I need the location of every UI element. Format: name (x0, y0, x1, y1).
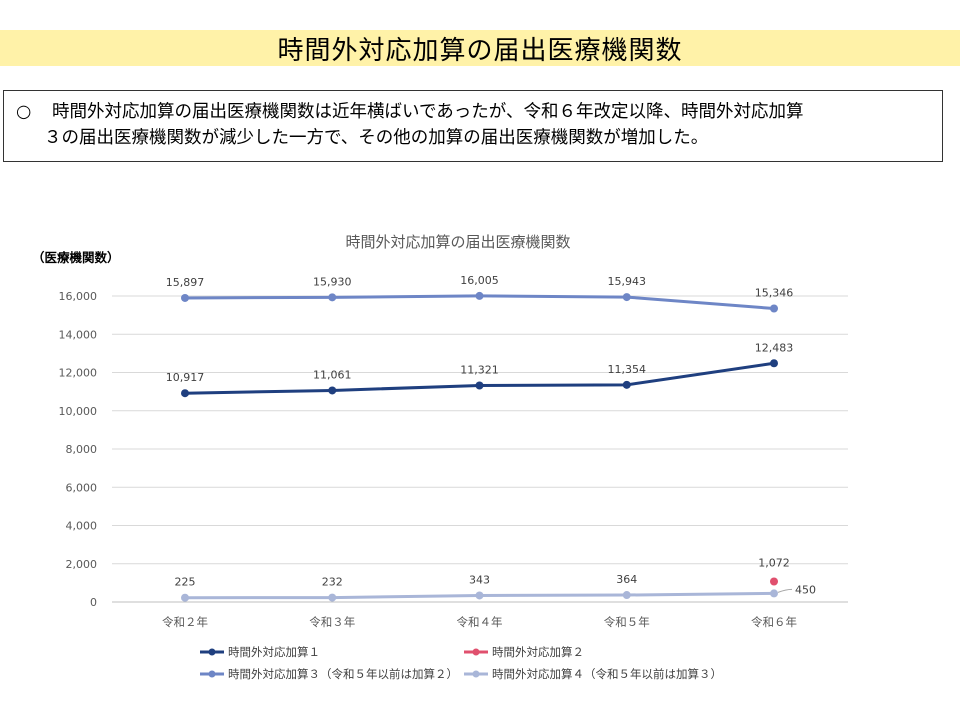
page-title: 時間外対応加算の届出医療機関数 (277, 35, 683, 66)
data-label: 1,072 (758, 556, 790, 569)
data-point (770, 359, 778, 368)
data-point (475, 591, 484, 600)
data-point (181, 389, 189, 398)
y-tick-label: 0 (90, 596, 97, 609)
y-tick-label: 12,000 (59, 367, 98, 380)
y-tick-label: 16,000 (59, 290, 98, 303)
data-point (622, 380, 631, 389)
data-label: 450 (795, 583, 816, 596)
y-tick-label: 14,000 (59, 328, 98, 341)
y-tick-label: 8,000 (66, 443, 98, 456)
x-tick-label: 令和２年 (162, 615, 208, 629)
y-tick-label: 4,000 (66, 520, 98, 533)
summary-box: ○ 時間外対応加算の届出医療機関数は近年横ばいであったが、令和６年改定以降、時間外… (3, 90, 943, 162)
y-tick-label: 6,000 (66, 481, 98, 494)
data-label: 364 (616, 573, 637, 586)
x-tick-label: 令和４年 (457, 615, 503, 629)
x-tick-label: 令和６年 (751, 615, 797, 629)
legend-swatch-marker (472, 670, 480, 678)
data-label: 10,917 (166, 371, 205, 384)
legend-label: 時間外対応加算２ (492, 645, 584, 659)
summary-line-1: ○ 時間外対応加算の届出医療機関数は近年横ばいであったが、令和６年改定以降、時間外… (16, 99, 932, 125)
data-point (475, 381, 484, 390)
line-chart: 時間外対応加算の届出医療機関数 （医療機関数） 0 2,000 4,000 6,000 8,… (32, 233, 848, 681)
data-point (770, 577, 778, 586)
summary-line-2: ３の届出医療機関数が減少した一方で、その他の加算の届出医療機関数が増加した。 (44, 128, 709, 148)
data-label: 11,321 (460, 363, 499, 376)
y-tick-label: 2,000 (66, 558, 98, 571)
data-point (622, 591, 631, 600)
data-label: 11,354 (608, 363, 647, 376)
data-point (770, 589, 778, 598)
data-point (328, 293, 337, 302)
data-point (328, 386, 337, 395)
page-title-band: 時間外対応加算の届出医療機関数 (0, 30, 960, 66)
legend-swatch-marker (472, 648, 480, 656)
data-label: 225 (175, 576, 196, 589)
data-point (181, 293, 189, 302)
y-tick-label: 10,000 (59, 405, 98, 418)
data-label: 11,061 (313, 368, 352, 381)
data-point (328, 593, 337, 602)
legend-label: 時間外対応加算１ (228, 645, 320, 659)
legend-swatch-marker (208, 670, 216, 678)
legend-swatch-marker (208, 648, 216, 656)
data-label: 15,943 (608, 275, 647, 288)
data-point (475, 291, 484, 300)
data-label: 15,930 (313, 275, 352, 288)
data-label: 12,483 (755, 341, 794, 354)
data-label: 16,005 (460, 274, 499, 287)
x-tick-label: 令和３年 (309, 615, 355, 629)
data-point (181, 593, 189, 602)
data-label: 15,897 (166, 276, 205, 289)
legend-label: 時間外対応加算３（令和５年以前は加算２） (228, 667, 458, 681)
x-tick-label: 令和５年 (604, 615, 650, 629)
y-axis-label: （医療機関数） (32, 250, 120, 265)
data-point (622, 293, 631, 302)
data-label: 343 (469, 573, 490, 586)
bullet-circle-icon: ○ (16, 102, 32, 122)
data-label: 232 (322, 576, 343, 589)
data-label: 15,346 (755, 287, 794, 300)
leader-line (777, 588, 793, 593)
summary-text-1: 時間外対応加算の届出医療機関数は近年横ばいであったが、令和６年改定以降、時間外対… (52, 102, 804, 122)
legend-label: 時間外対応加算４（令和５年以前は加算３） (492, 667, 722, 681)
data-point (770, 304, 778, 313)
chart-title: 時間外対応加算の届出医療機関数 (345, 233, 570, 251)
